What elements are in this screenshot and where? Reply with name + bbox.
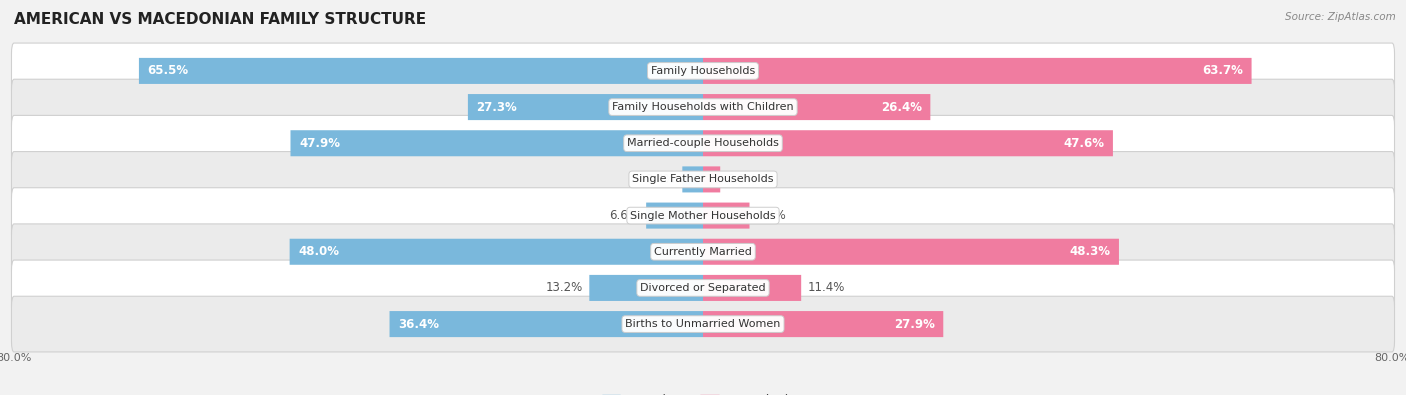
FancyBboxPatch shape — [703, 239, 1119, 265]
FancyBboxPatch shape — [11, 115, 1395, 171]
Text: 48.0%: 48.0% — [298, 245, 339, 258]
Text: Family Households with Children: Family Households with Children — [612, 102, 794, 112]
FancyBboxPatch shape — [11, 188, 1395, 243]
FancyBboxPatch shape — [703, 58, 1251, 84]
Legend: American, Macedonian: American, Macedonian — [602, 394, 804, 395]
Text: 48.3%: 48.3% — [1070, 245, 1111, 258]
FancyBboxPatch shape — [703, 275, 801, 301]
FancyBboxPatch shape — [468, 94, 703, 120]
FancyBboxPatch shape — [389, 311, 703, 337]
Text: 27.3%: 27.3% — [477, 101, 517, 114]
Text: Currently Married: Currently Married — [654, 247, 752, 257]
Text: 13.2%: 13.2% — [546, 281, 582, 294]
Text: 26.4%: 26.4% — [880, 101, 922, 114]
FancyBboxPatch shape — [139, 58, 703, 84]
FancyBboxPatch shape — [11, 224, 1395, 280]
Text: 65.5%: 65.5% — [148, 64, 188, 77]
FancyBboxPatch shape — [703, 130, 1114, 156]
Text: Single Father Households: Single Father Households — [633, 175, 773, 184]
FancyBboxPatch shape — [11, 296, 1395, 352]
Text: 36.4%: 36.4% — [398, 318, 439, 331]
FancyBboxPatch shape — [589, 275, 703, 301]
FancyBboxPatch shape — [11, 152, 1395, 207]
FancyBboxPatch shape — [11, 43, 1395, 99]
Text: 27.9%: 27.9% — [894, 318, 935, 331]
Text: 2.4%: 2.4% — [645, 173, 675, 186]
FancyBboxPatch shape — [291, 130, 703, 156]
Text: Births to Unmarried Women: Births to Unmarried Women — [626, 319, 780, 329]
Text: 11.4%: 11.4% — [808, 281, 845, 294]
Text: Single Mother Households: Single Mother Households — [630, 211, 776, 220]
FancyBboxPatch shape — [647, 203, 703, 229]
FancyBboxPatch shape — [682, 166, 703, 192]
FancyBboxPatch shape — [11, 260, 1395, 316]
Text: 5.4%: 5.4% — [756, 209, 786, 222]
FancyBboxPatch shape — [703, 94, 931, 120]
FancyBboxPatch shape — [290, 239, 703, 265]
FancyBboxPatch shape — [703, 311, 943, 337]
Text: Family Households: Family Households — [651, 66, 755, 76]
Text: Source: ZipAtlas.com: Source: ZipAtlas.com — [1285, 12, 1396, 22]
Text: 2.0%: 2.0% — [727, 173, 756, 186]
Text: 6.6%: 6.6% — [609, 209, 640, 222]
Text: 47.6%: 47.6% — [1063, 137, 1104, 150]
FancyBboxPatch shape — [703, 166, 720, 192]
Text: 63.7%: 63.7% — [1202, 64, 1243, 77]
Text: Married-couple Households: Married-couple Households — [627, 138, 779, 148]
FancyBboxPatch shape — [703, 203, 749, 229]
Text: AMERICAN VS MACEDONIAN FAMILY STRUCTURE: AMERICAN VS MACEDONIAN FAMILY STRUCTURE — [14, 12, 426, 27]
FancyBboxPatch shape — [11, 79, 1395, 135]
Text: Divorced or Separated: Divorced or Separated — [640, 283, 766, 293]
Text: 47.9%: 47.9% — [299, 137, 340, 150]
